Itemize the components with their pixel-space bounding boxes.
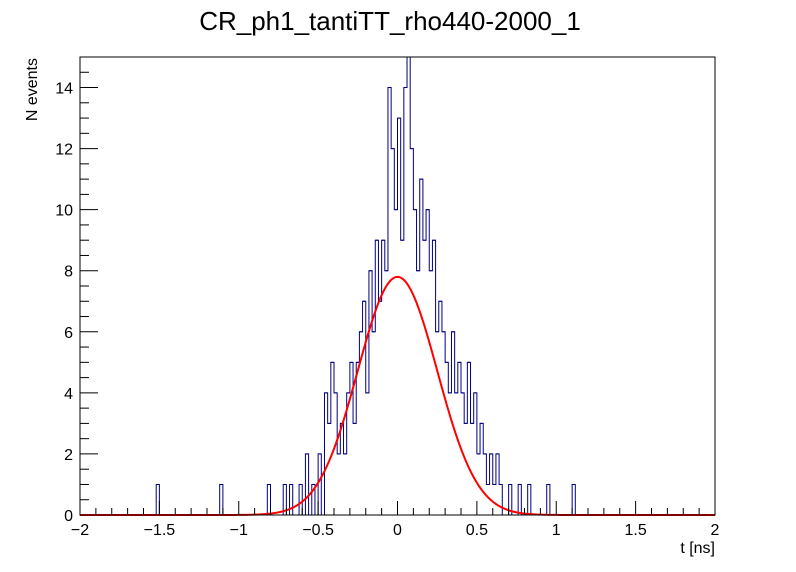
y-tick-label: 4 bbox=[64, 386, 73, 403]
y-tick-label: 10 bbox=[55, 203, 73, 220]
x-tick-label: 2 bbox=[711, 522, 720, 539]
x-tick-label: 1 bbox=[552, 522, 561, 539]
y-axis: 0 2 4 6 8 10 12 14 bbox=[55, 56, 98, 525]
y-tick-label: 2 bbox=[64, 447, 73, 464]
x-tick-label: 0.5 bbox=[466, 522, 488, 539]
x-axis: −2 −1.5 −1 −0.5 0 0.5 1 1.5 2 bbox=[71, 501, 720, 539]
y-tick-label: 14 bbox=[55, 81, 73, 98]
x-tick-label: 1.5 bbox=[625, 522, 647, 539]
x-tick-label: 0 bbox=[393, 522, 402, 539]
x-tick-label: −1.5 bbox=[144, 522, 176, 539]
y-tick-label: 8 bbox=[64, 264, 73, 281]
x-axis-label: t [ns] bbox=[680, 540, 715, 557]
y-tick-label: 12 bbox=[55, 142, 73, 159]
y-axis-label: N events bbox=[24, 58, 41, 121]
x-tick-label: −1 bbox=[230, 522, 248, 539]
y-tick-label: 0 bbox=[64, 508, 73, 525]
chart-title: CR_ph1_tantiTT_rho440-2000_1 bbox=[199, 6, 581, 36]
x-tick-label: −0.5 bbox=[302, 522, 334, 539]
y-tick-label: 6 bbox=[64, 325, 73, 342]
x-tick-label: −2 bbox=[71, 522, 89, 539]
